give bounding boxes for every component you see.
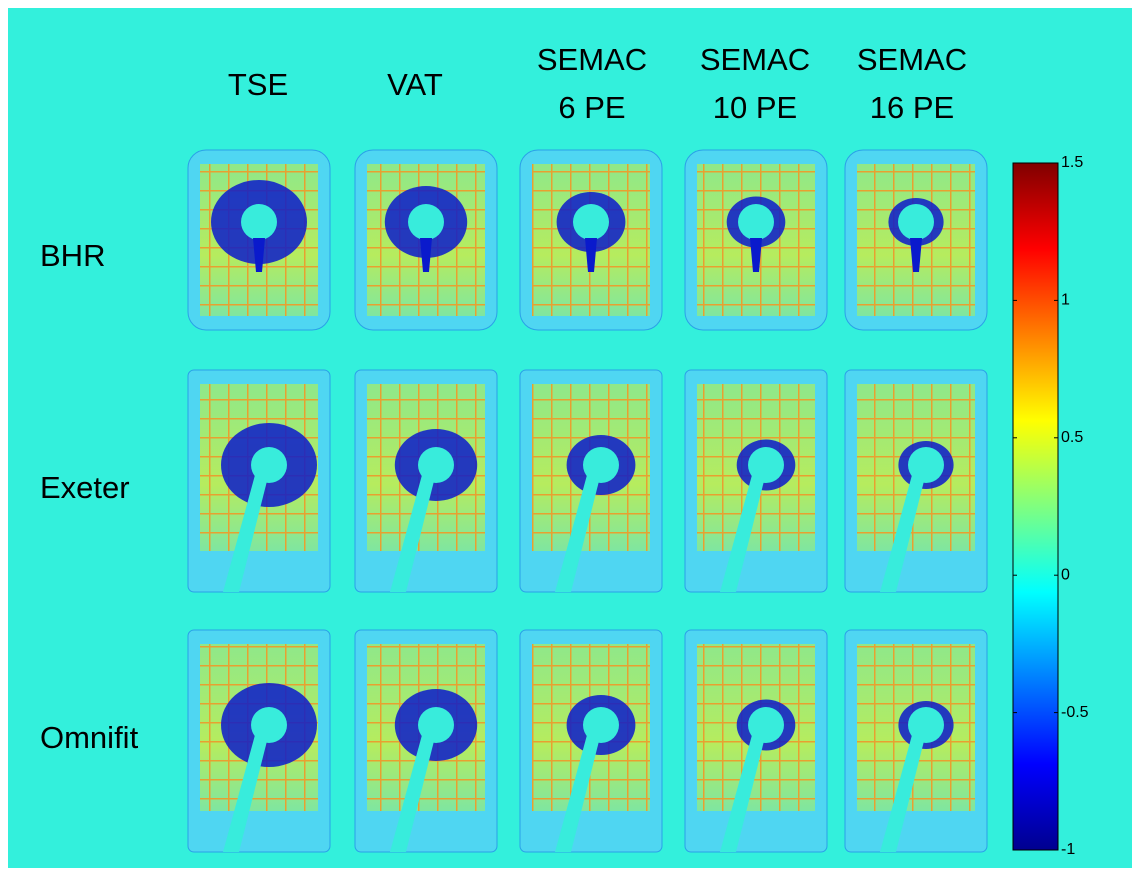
- row-label: Exeter: [40, 470, 130, 505]
- tick-label: 1: [1061, 292, 1070, 309]
- column-header: TSE: [228, 67, 288, 102]
- column-header: SEMAC: [537, 42, 647, 77]
- column-header: SEMAC: [700, 42, 810, 77]
- colorbar: [1013, 163, 1058, 850]
- tick-label: 1.5: [1061, 154, 1083, 171]
- column-header: 10 PE: [713, 90, 797, 125]
- tick-label: -0.5: [1061, 704, 1089, 721]
- column-header: VAT: [387, 67, 443, 102]
- implant: [573, 204, 609, 240]
- implant: [898, 204, 934, 240]
- implant: [738, 204, 774, 240]
- implant: [408, 204, 444, 240]
- tick-label: 0.5: [1061, 429, 1083, 446]
- tick-label: 0: [1061, 566, 1070, 583]
- column-header: SEMAC: [857, 42, 967, 77]
- column-header: 16 PE: [870, 90, 954, 125]
- column-header: 6 PE: [558, 90, 625, 125]
- tick-label: -1: [1061, 841, 1075, 858]
- row-label: BHR: [40, 238, 105, 273]
- row-label: Omnifit: [40, 720, 139, 755]
- implant: [241, 204, 277, 240]
- figure: TSE VAT SEMAC 6 PE SEMAC 10 PE SEMAC 16 PE BHR Ex…: [0, 0, 1142, 879]
